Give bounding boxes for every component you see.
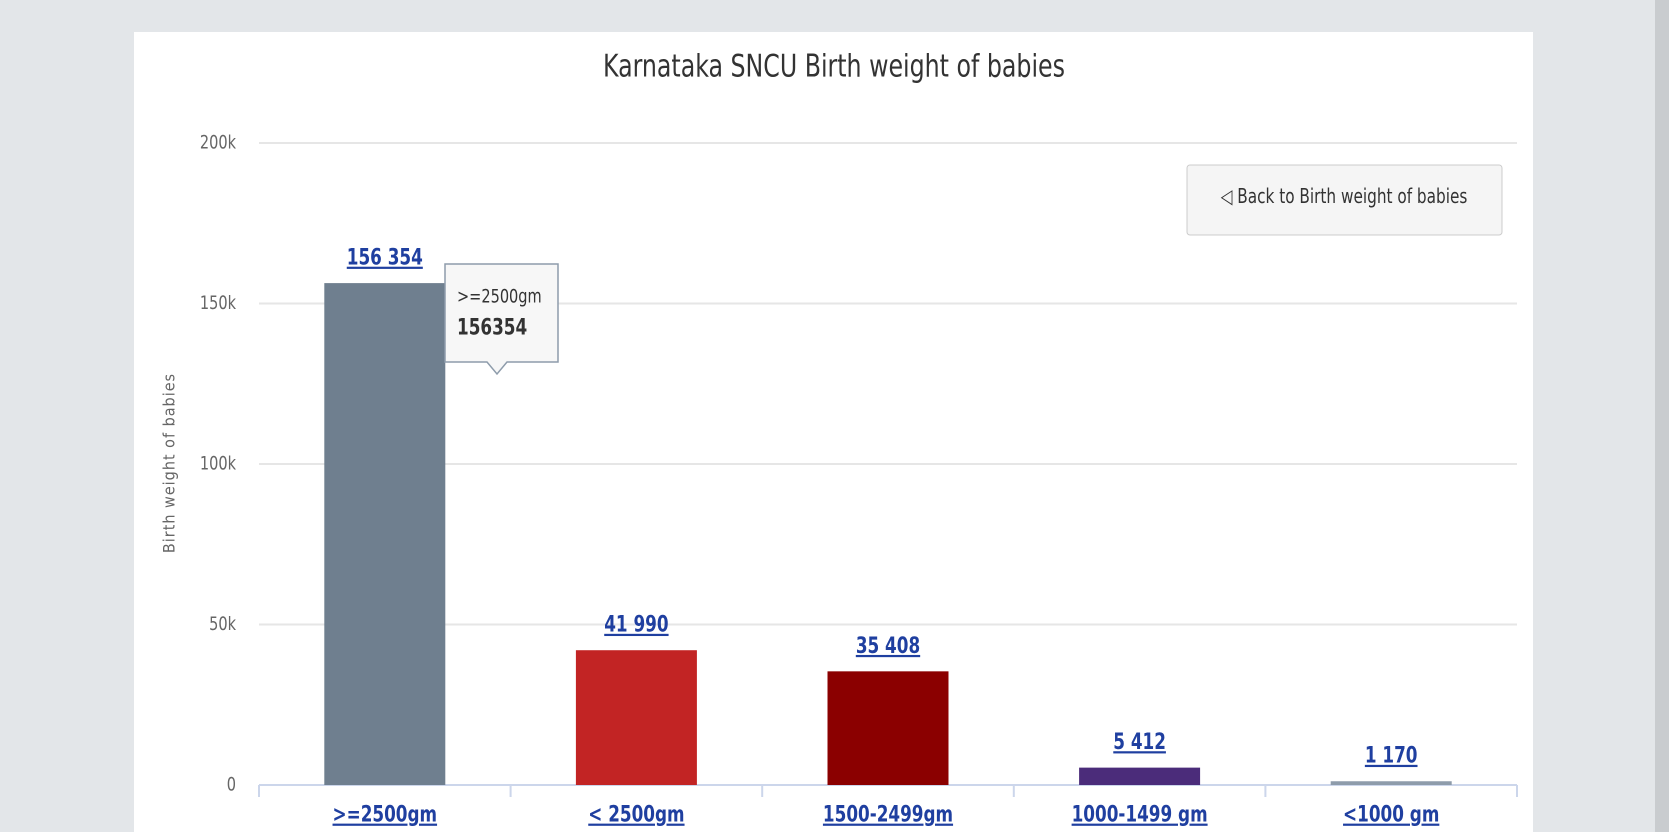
y-axis-title: Birth weight of babies	[160, 373, 179, 553]
chart-title: Karnataka SNCU Birth weight of babies	[603, 48, 1065, 85]
tooltip-box	[444, 263, 559, 376]
data-label: 5 412	[1113, 729, 1166, 755]
x-tick-label: < 2500gm	[588, 801, 684, 827]
x-tick-label: <1000 gm	[1343, 801, 1439, 827]
x-tick-label: 1000-1499 gm	[1072, 801, 1208, 827]
tooltip-category: >=2500gm	[457, 286, 542, 308]
bar	[1079, 767, 1201, 785]
scrollbar[interactable]	[1655, 0, 1669, 832]
bar	[1330, 781, 1452, 785]
bar	[827, 671, 949, 785]
y-tick-label: 0	[227, 774, 236, 796]
data-label: 1 170	[1365, 742, 1418, 768]
bar	[575, 650, 697, 785]
y-tick-label: 200k	[200, 132, 237, 154]
button-box[interactable]	[1186, 164, 1503, 236]
x-tick-label: 1500-2499gm	[823, 801, 953, 827]
y-tick-label: 100k	[200, 453, 237, 475]
data-label: 156 354	[347, 244, 423, 270]
tooltip: >=2500gm 156354	[444, 263, 559, 376]
data-label: 35 408	[856, 632, 920, 658]
button-label[interactable]: ◁ Back to Birth weight of babies	[1221, 186, 1468, 209]
data-label: 41 990	[604, 611, 668, 637]
x-tick-label: >=2500gm	[333, 801, 438, 827]
bar	[324, 283, 446, 785]
back-button[interactable]: ◁ Back to Birth weight of babies	[1186, 164, 1503, 236]
y-tick-label: 150k	[200, 293, 237, 315]
y-tick-label: 50k	[209, 614, 237, 636]
tooltip-value: 156354	[457, 314, 527, 340]
